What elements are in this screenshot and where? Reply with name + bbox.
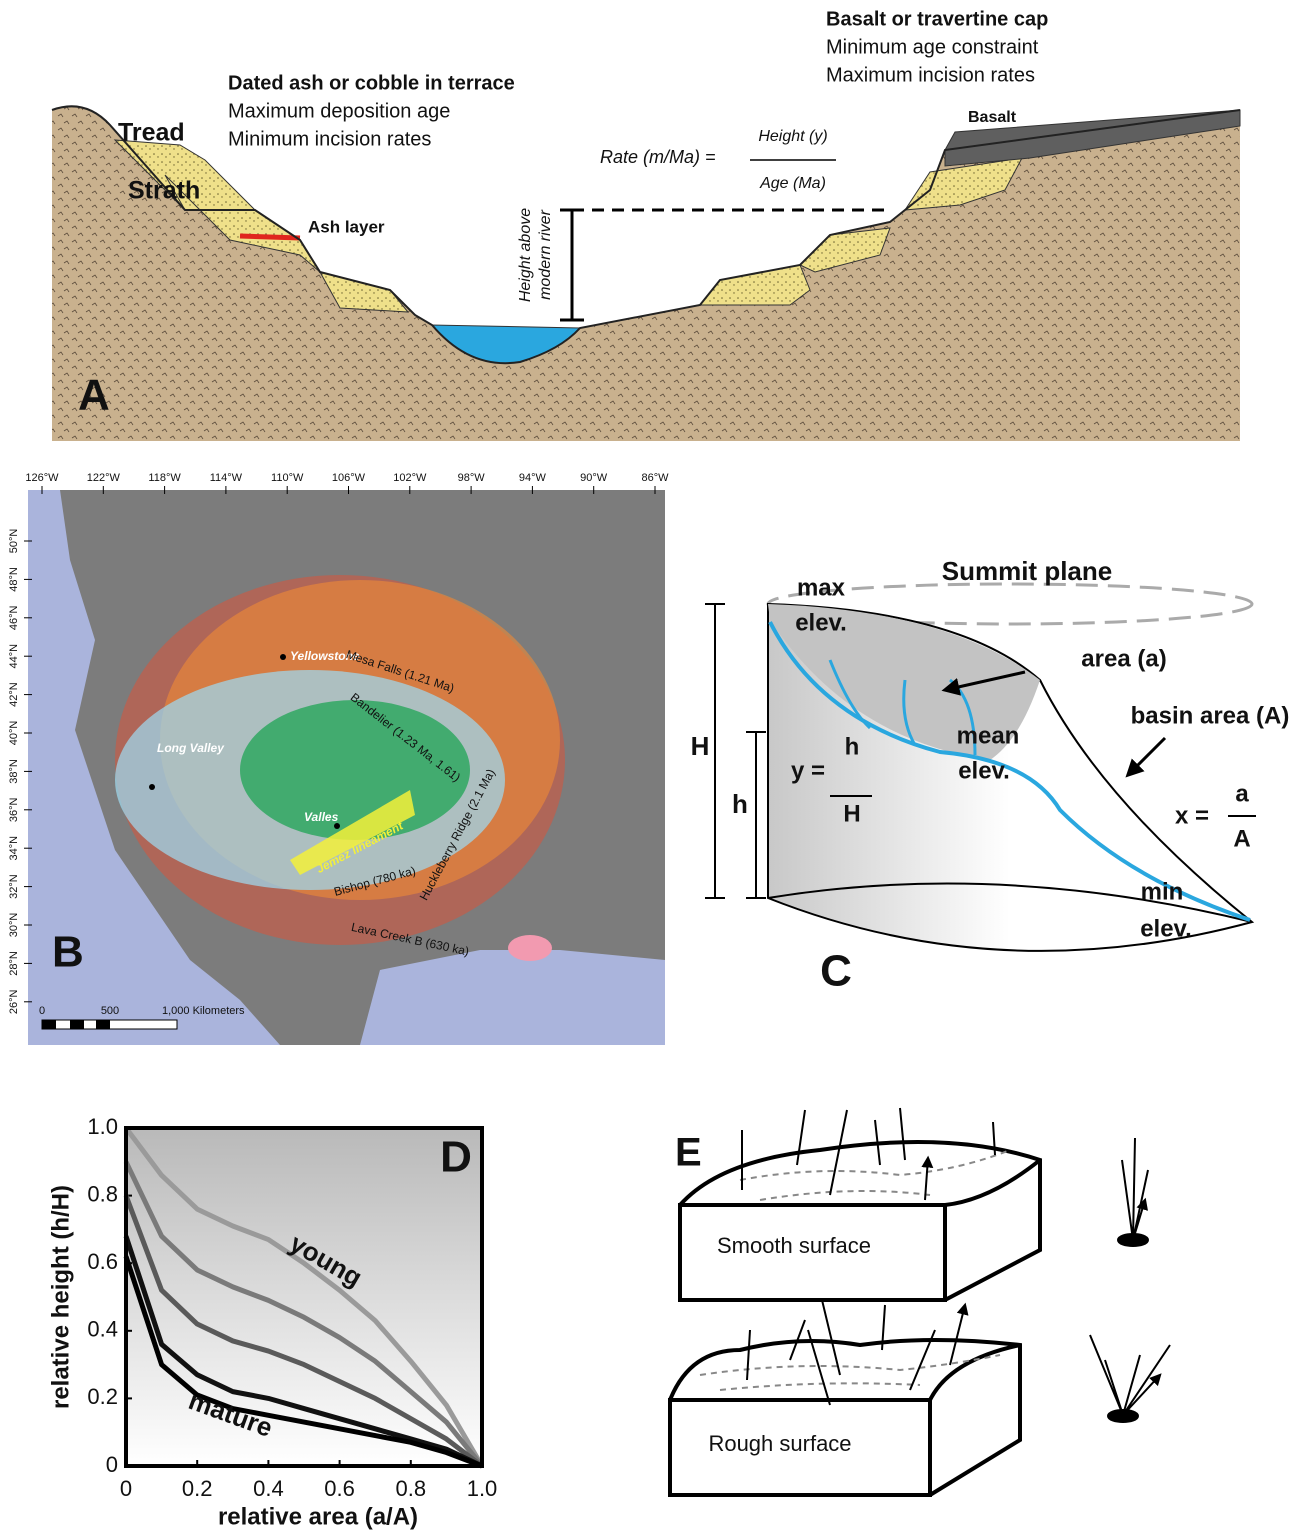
- x-tick-label: 0.8: [396, 1476, 427, 1501]
- label: 118°W: [148, 472, 181, 484]
- y-tick-label: 0.6: [87, 1249, 118, 1274]
- label: Basalt or travertine cap: [826, 8, 1048, 30]
- label: elev.: [958, 757, 1010, 784]
- base: [1109, 1411, 1137, 1421]
- label: 36°N: [8, 797, 20, 822]
- label: 126°W: [25, 472, 59, 484]
- label: 500: [101, 1005, 119, 1017]
- label: 0: [39, 1005, 45, 1017]
- label: 122°W: [87, 472, 121, 484]
- label: 38°N: [8, 759, 20, 784]
- label: 42°N: [8, 682, 20, 707]
- vent: [149, 784, 155, 790]
- figure: 0 0.2 0.4 0.6 0.8 1.0 0 0.2 0.4 0.6 0.8 1.0 Basalt …: [0, 0, 1312, 1532]
- label: 94°W: [519, 472, 547, 484]
- x-tick-label: 0.4: [253, 1476, 284, 1501]
- label: Age (Ma): [759, 175, 826, 192]
- label: mean: [957, 722, 1020, 749]
- label: x =: [1175, 802, 1209, 829]
- label: Valles: [304, 810, 339, 824]
- label: Height above: [517, 208, 534, 302]
- label: 46°N: [8, 605, 20, 630]
- label: Basalt: [968, 109, 1017, 126]
- y-tick-label: 0: [106, 1452, 118, 1477]
- label: Ash layer: [308, 217, 385, 236]
- y-tick-label: 0.8: [87, 1181, 118, 1206]
- rough-block: [670, 1340, 1020, 1495]
- label: y =: [791, 757, 825, 784]
- panel-d: 0 0.2 0.4 0.6 0.8 1.0 0 0.2 0.4 0.6 0.8 1.0: [87, 1114, 497, 1501]
- label: 1,000 Kilometers: [162, 1005, 245, 1017]
- label: h: [845, 733, 860, 760]
- label: 86°W: [641, 472, 669, 484]
- label: Maximum deposition age: [228, 100, 450, 122]
- label: Smooth surface: [717, 1233, 871, 1258]
- label: elev.: [795, 609, 847, 636]
- label: Strath: [128, 177, 200, 205]
- label: Summit plane: [942, 556, 1112, 586]
- x-tick-label: 0.2: [182, 1476, 213, 1501]
- vent: [280, 654, 286, 660]
- label: Minimum incision rates: [228, 128, 431, 150]
- label: basin area (A): [1131, 702, 1290, 729]
- label: 114°W: [210, 472, 243, 484]
- base: [1119, 1235, 1147, 1245]
- label: Maximum incision rates: [826, 64, 1035, 86]
- y-tick-label: 0.4: [87, 1317, 118, 1342]
- label: Long Valley: [157, 741, 225, 755]
- label: 50°N: [8, 529, 20, 554]
- label: 106°W: [332, 472, 366, 484]
- label: A: [1233, 825, 1250, 852]
- label: Tread: [118, 119, 185, 147]
- ash-extent: [508, 935, 552, 961]
- label: max: [797, 574, 846, 601]
- label: 98°W: [458, 472, 486, 484]
- label: 102°W: [393, 472, 427, 484]
- label: 48°N: [8, 567, 20, 592]
- label: A: [78, 371, 110, 420]
- label: D: [440, 1133, 472, 1182]
- x-tick-label: 0.6: [324, 1476, 355, 1501]
- x-tick-label: 0: [120, 1476, 132, 1501]
- panel-b: [28, 490, 665, 1045]
- label: relative area (a/A): [218, 1503, 418, 1530]
- label: C: [820, 947, 852, 996]
- label: area (a): [1081, 645, 1166, 672]
- label: 28°N: [8, 951, 20, 976]
- label: 40°N: [8, 721, 20, 746]
- y-tick-label: 1.0: [87, 1114, 118, 1139]
- plot-area: [126, 1128, 482, 1466]
- label: B: [52, 928, 84, 977]
- y-tick-label: 0.2: [87, 1384, 118, 1409]
- label: min: [1141, 878, 1184, 905]
- label: Minimum age constraint: [826, 36, 1039, 58]
- label: elev.: [1140, 915, 1192, 942]
- ash-extent: [240, 700, 470, 840]
- label: 34°N: [8, 836, 20, 861]
- label: 32°N: [8, 874, 20, 899]
- label: 44°N: [8, 644, 20, 669]
- label: h: [732, 789, 748, 819]
- label: H: [691, 731, 710, 761]
- label: modern river: [537, 209, 554, 299]
- label: Dated ash or cobble in terrace: [228, 72, 515, 94]
- label: 90°W: [580, 472, 608, 484]
- label: H: [843, 800, 860, 827]
- x-tick-label: 1.0: [467, 1476, 498, 1501]
- smooth-block: [680, 1142, 1040, 1300]
- label: relative height (h/H): [47, 1185, 74, 1409]
- label: E: [675, 1131, 702, 1175]
- arrow: [1128, 738, 1165, 775]
- label: Height (y): [758, 128, 827, 145]
- ash-layer: [240, 236, 300, 238]
- height-bars: [705, 604, 766, 898]
- label: 30°N: [8, 913, 20, 938]
- page: 0 0.2 0.4 0.6 0.8 1.0 0 0.2 0.4 0.6 0.8 1.0 Basalt …: [0, 0, 1312, 1532]
- label: 110°W: [271, 472, 304, 484]
- label: a: [1235, 780, 1249, 807]
- label: Rate (m/Ma) =: [600, 147, 716, 167]
- label: 26°N: [8, 989, 20, 1014]
- label: Rough surface: [708, 1431, 851, 1456]
